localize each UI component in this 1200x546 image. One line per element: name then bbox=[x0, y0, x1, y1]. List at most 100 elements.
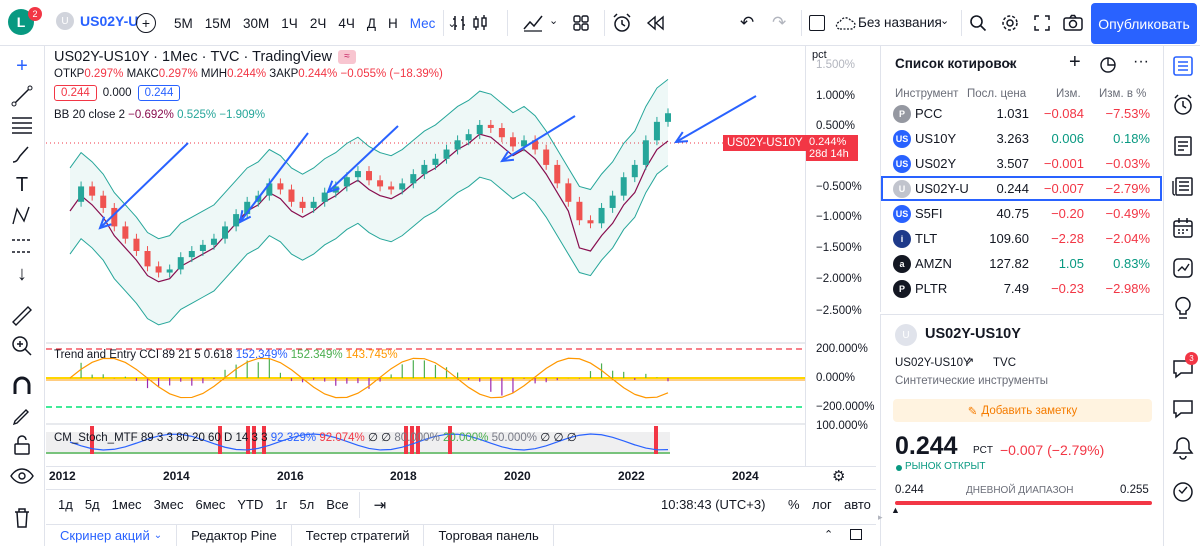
lock-pencil-icon[interactable] bbox=[8, 402, 36, 430]
watchlist-row[interactable]: US US02Y 3.507 −0.001 −0.03% bbox=[881, 151, 1164, 176]
data-window-icon[interactable] bbox=[1169, 132, 1197, 160]
interval-week[interactable]: Н bbox=[388, 15, 398, 31]
trash-icon[interactable] bbox=[8, 504, 36, 532]
search-icon[interactable] bbox=[969, 14, 987, 32]
tab-strategy-tester[interactable]: Тестер стратегий bbox=[292, 525, 425, 546]
notifications-icon[interactable] bbox=[1169, 434, 1197, 462]
chart-pane[interactable] bbox=[46, 46, 876, 466]
tab-pine-editor[interactable]: Редактор Pine bbox=[177, 525, 292, 546]
text-tool-icon[interactable]: T bbox=[15, 173, 29, 196]
layout-dropdown-icon[interactable]: ⌄ bbox=[940, 15, 950, 27]
more-options-icon[interactable]: ··· bbox=[1133, 53, 1149, 70]
help-icon[interactable] bbox=[1169, 478, 1197, 506]
interval-dropdown-icon[interactable]: ⌄ bbox=[447, 17, 457, 30]
interval-month[interactable]: Мес bbox=[409, 15, 436, 31]
magnet-icon[interactable] bbox=[8, 372, 36, 400]
calendar-icon[interactable] bbox=[1169, 214, 1197, 242]
stoch-label[interactable]: CM_Stoch_MTF 89 3 3 80 20 60 D 14 3 3 bbox=[54, 432, 268, 444]
header-change[interactable]: Изм. bbox=[1056, 88, 1081, 100]
crosshair-icon[interactable]: + bbox=[16, 54, 28, 77]
alerts-clock-icon[interactable] bbox=[1169, 91, 1197, 119]
camera-icon[interactable] bbox=[1062, 13, 1084, 33]
add-note-button[interactable]: ✎ Добавить заметку bbox=[893, 399, 1152, 422]
candle-style-icon[interactable] bbox=[471, 14, 489, 32]
range-1y[interactable]: 1г bbox=[275, 497, 288, 512]
watchlist-row[interactable]: i TLT 109.60 −2.28 −2.04% bbox=[881, 226, 1164, 251]
range-1m[interactable]: 1мес bbox=[111, 497, 142, 512]
range-1d[interactable]: 1д bbox=[58, 497, 73, 512]
publish-button[interactable]: Опубликовать bbox=[1091, 3, 1197, 44]
fib-lines-icon[interactable] bbox=[8, 110, 36, 138]
watchlist-row[interactable]: U US02Y-U 0.244 −0.007 −2.79% bbox=[881, 176, 1164, 201]
chevron-down-icon[interactable]: ⌄ bbox=[1006, 56, 1016, 68]
alert-clock-icon[interactable] bbox=[611, 12, 633, 34]
pattern-icon[interactable] bbox=[8, 202, 36, 230]
header-symbol[interactable]: Инструмент bbox=[895, 88, 959, 100]
watchlist-row[interactable]: US S5FI 40.75 −0.20 −0.49% bbox=[881, 201, 1164, 226]
details-symbol[interactable]: US02Y-US10Y bbox=[925, 326, 1021, 342]
collapse-panel-icon[interactable]: ⌃ bbox=[824, 529, 834, 541]
bar-style-icon[interactable] bbox=[451, 14, 469, 32]
screener-icon[interactable] bbox=[1169, 254, 1197, 282]
settings-gear-icon[interactable] bbox=[1000, 13, 1020, 33]
interval-5m[interactable]: 5М bbox=[174, 15, 193, 31]
layout-checkbox-icon[interactable] bbox=[809, 15, 825, 31]
bid-box[interactable]: 0.244 bbox=[54, 85, 97, 101]
compare-add-icon[interactable]: + bbox=[136, 13, 156, 33]
chart-title[interactable]: US02Y-US10Y · 1Мес · TVC · TradingView bbox=[54, 49, 332, 65]
tab-stock-screener[interactable]: Скринер акций ⌄ bbox=[46, 525, 178, 546]
indicators-icon[interactable] bbox=[522, 13, 544, 33]
streams-icon[interactable] bbox=[1169, 394, 1197, 422]
maximize-panel-icon[interactable] bbox=[850, 529, 862, 540]
lock-icon[interactable] bbox=[8, 432, 36, 460]
external-link-icon[interactable]: ↗ bbox=[965, 356, 975, 368]
interval-1h[interactable]: 1Ч bbox=[281, 15, 298, 31]
log-toggle[interactable]: лог bbox=[812, 497, 832, 512]
range-3m[interactable]: 3мес bbox=[153, 497, 184, 512]
range-5y[interactable]: 5л bbox=[299, 497, 315, 512]
header-change-pct[interactable]: Изм. в % bbox=[1099, 88, 1147, 100]
watchlist-row[interactable]: US US10Y 3.263 0.006 0.18% bbox=[881, 126, 1164, 151]
trendline-icon[interactable] bbox=[8, 82, 36, 110]
tab-trading-panel[interactable]: Торговая панель bbox=[424, 525, 554, 546]
range-ytd[interactable]: YTD bbox=[237, 497, 264, 512]
replay-icon[interactable] bbox=[645, 14, 665, 32]
watchlist-row[interactable]: P PLTR 7.49 −0.23 −2.98% bbox=[881, 276, 1164, 301]
watchlist-icon[interactable] bbox=[1169, 52, 1197, 80]
symbol-search[interactable]: U US02Y-U bbox=[56, 12, 138, 30]
add-symbol-icon[interactable]: + bbox=[1069, 51, 1081, 73]
layout-name[interactable]: Без названия bbox=[858, 15, 942, 30]
undo-icon[interactable]: ↶ bbox=[740, 13, 755, 32]
arrow-down-icon[interactable]: ↓ bbox=[17, 262, 27, 285]
bb-label[interactable]: BB 20 close 2 bbox=[54, 109, 125, 121]
panel-resize-handle[interactable]: ▸ bbox=[878, 512, 883, 522]
advanced-view-icon[interactable] bbox=[1098, 54, 1118, 74]
chart-settings-gear-icon[interactable]: ⚙ bbox=[832, 468, 846, 485]
percent-toggle[interactable]: % bbox=[788, 497, 800, 512]
watchlist-row[interactable]: P PCC 1.031 −0.084 −7.53% bbox=[881, 101, 1164, 126]
header-last[interactable]: Посл. цена bbox=[967, 88, 1027, 100]
ask-box[interactable]: 0.244 bbox=[137, 85, 181, 101]
layouts-grid-icon[interactable] bbox=[572, 14, 590, 32]
interval-15m[interactable]: 15М bbox=[204, 15, 232, 31]
time-axis[interactable]: 2012 2014 2016 2018 2020 2022 2024 ⚙ bbox=[46, 466, 876, 486]
watchlist-row[interactable]: a AMZN 127.82 1.05 0.83% bbox=[881, 251, 1164, 276]
interval-day[interactable]: Д bbox=[366, 15, 376, 31]
eye-icon[interactable] bbox=[8, 462, 36, 490]
cci-label[interactable]: Trend and Entry CCI 89 21 5 0.618 bbox=[54, 349, 233, 361]
interval-2h[interactable]: 2Ч bbox=[309, 15, 327, 31]
prediction-icon[interactable] bbox=[8, 232, 36, 260]
interval-30m[interactable]: 30М bbox=[243, 15, 270, 31]
news-icon[interactable] bbox=[1169, 172, 1197, 200]
clock[interactable]: 10:38:43 (UTC+3) bbox=[661, 497, 766, 512]
auto-toggle[interactable]: авто bbox=[844, 497, 871, 512]
range-all[interactable]: Все bbox=[326, 497, 349, 512]
indicators-dropdown-icon[interactable]: ⌄ bbox=[549, 15, 559, 27]
range-5d[interactable]: 5д bbox=[84, 497, 100, 512]
ideas-icon[interactable] bbox=[1169, 294, 1197, 322]
price-scale[interactable]: pct 1.500% 1.000% 0.500% −0.500% −1.000%… bbox=[805, 46, 876, 466]
zoom-icon[interactable] bbox=[8, 332, 36, 360]
market-status-icon[interactable]: ≈ bbox=[337, 50, 356, 64]
interval-4h[interactable]: 4Ч bbox=[338, 15, 355, 31]
range-6m[interactable]: 6мес bbox=[195, 497, 226, 512]
